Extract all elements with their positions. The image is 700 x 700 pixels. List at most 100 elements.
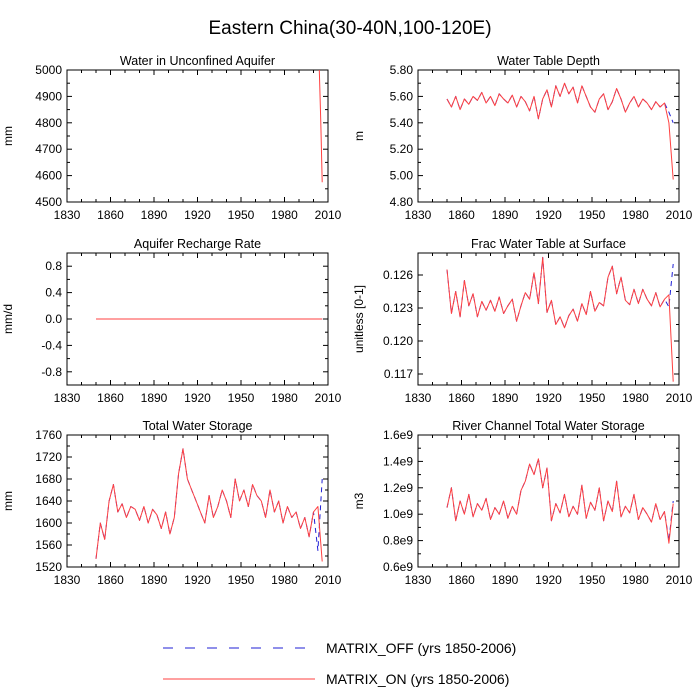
y-tick-label: 0.6e9 [383, 560, 413, 574]
x-tick-label: 2010 [315, 208, 342, 222]
panel-4: Frac Water Table at Surface unitless [0-1… [352, 237, 693, 405]
y-tick-label: 1640 [35, 494, 62, 508]
panel-5: Total Water Storage mm 1830 1860 1890 1920 195… [1, 419, 342, 587]
x-tick-label: 1890 [141, 208, 168, 222]
y-tick-label: 0.8 [45, 259, 62, 273]
x-tick-label: 1860 [448, 573, 475, 587]
x-tick-label: 1890 [492, 208, 519, 222]
series-line-matrix-off [95, 448, 323, 559]
y-tick-label: 4800 [35, 116, 62, 130]
y-tick-label: 5.80 [390, 63, 414, 77]
x-tick-label: 1950 [228, 391, 255, 405]
x-tick-label: 1920 [535, 208, 562, 222]
y-tick-label: 1520 [35, 560, 62, 574]
y-tick-label: 5.40 [390, 116, 414, 130]
x-tick-label: 1950 [228, 573, 255, 587]
panel-3: Aquifer Recharge Rate mm/d 1830 1860 1890 192… [1, 237, 342, 405]
x-tick-label: 1830 [405, 573, 432, 587]
x-tick-label: 1920 [184, 573, 211, 587]
y-tick-label: 1560 [35, 538, 62, 552]
y-tick-label: 1680 [35, 472, 62, 486]
y-tick-label: 0.117 [384, 367, 413, 381]
y-tick-label: 4700 [35, 142, 62, 156]
x-tick-label: 1860 [448, 208, 475, 222]
y-tick-label: 5.20 [390, 142, 414, 156]
plot-frame [66, 434, 329, 568]
plot-frame [66, 69, 329, 203]
y-tick-label: 4900 [35, 89, 62, 103]
y-axis-label: mm/d [1, 304, 15, 334]
y-tick-label: 1.0e9 [383, 507, 413, 521]
y-tick-label: 5000 [35, 63, 62, 77]
x-tick-label: 1890 [492, 391, 519, 405]
panel-title: River Channel Total Water Storage [452, 419, 645, 433]
x-tick-label: 1830 [54, 208, 81, 222]
x-tick-label: 1920 [184, 391, 211, 405]
x-tick-label: 1830 [54, 573, 81, 587]
x-tick-label: 1890 [492, 573, 519, 587]
panel-title: Water in Unconfined Aquifer [120, 54, 275, 68]
x-tick-label: 1830 [54, 391, 81, 405]
legend-label: MATRIX_ON (yrs 1850-2006) [326, 671, 509, 687]
series-line-matrix-on [318, 69, 323, 183]
plot-frame [417, 434, 680, 568]
series-line-matrix-off [446, 82, 674, 123]
x-tick-label: 1920 [535, 573, 562, 587]
y-tick-label: 1720 [35, 450, 62, 464]
y-tick-label: 1.4e9 [383, 454, 413, 468]
panels: Water in Unconfined Aquifer mm 1830 1860 189… [1, 54, 693, 587]
y-tick-label: 0.8e9 [383, 534, 413, 548]
y-axis-label: mm [1, 491, 15, 511]
y-tick-label: 0.120 [383, 334, 413, 348]
panel-6: River Channel Total Water Storage m3 1830 1… [352, 419, 693, 587]
y-tick-label: 0.126 [383, 268, 413, 282]
panel-title: Total Water Storage [142, 419, 252, 433]
series-line-matrix-on [446, 458, 674, 544]
y-tick-label: 0.0 [45, 312, 62, 326]
y-tick-label: 1.6e9 [383, 428, 413, 442]
panel-2: Water Table Depth m 1830 1860 1890 1920 1950 19… [352, 54, 693, 222]
panel-title: Water Table Depth [497, 54, 600, 68]
y-tick-label: 1.2e9 [383, 481, 413, 495]
y-axis-label: m [352, 131, 366, 141]
series-line-matrix-off [446, 458, 674, 542]
x-tick-label: 2010 [666, 208, 693, 222]
panel-1: Water in Unconfined Aquifer mm 1830 1860 189… [1, 54, 342, 222]
x-tick-label: 1860 [97, 573, 124, 587]
y-tick-label: 1760 [35, 428, 62, 442]
x-tick-label: 1980 [271, 208, 298, 222]
x-tick-label: 1860 [97, 391, 124, 405]
x-tick-label: 1980 [622, 391, 649, 405]
x-tick-label: 1830 [405, 391, 432, 405]
x-tick-label: 1980 [622, 573, 649, 587]
figure-title: Eastern China(30-40N,100-120E) [208, 18, 491, 39]
series-line-matrix-on [95, 448, 323, 562]
x-tick-label: 1920 [535, 391, 562, 405]
x-tick-label: 1950 [579, 573, 606, 587]
y-tick-label: 1600 [35, 516, 62, 530]
y-tick-label: -0.4 [41, 338, 62, 352]
series-line-matrix-on [446, 256, 674, 382]
x-tick-label: 1980 [271, 391, 298, 405]
x-tick-label: 1980 [622, 208, 649, 222]
x-tick-label: 1950 [579, 208, 606, 222]
x-tick-label: 1950 [228, 208, 255, 222]
x-tick-label: 1860 [448, 391, 475, 405]
x-tick-label: 1860 [97, 208, 124, 222]
panel-title: Aquifer Recharge Rate [134, 237, 261, 251]
x-tick-label: 1920 [184, 208, 211, 222]
y-axis-label: m3 [352, 492, 366, 509]
x-tick-label: 1950 [579, 391, 606, 405]
legend-label: MATRIX_OFF (yrs 1850-2006) [326, 640, 516, 656]
y-tick-label: 4500 [35, 195, 62, 209]
y-axis-label: mm [1, 126, 15, 146]
x-tick-label: 2010 [666, 573, 693, 587]
x-tick-label: 1890 [141, 573, 168, 587]
y-tick-label: 4600 [35, 169, 62, 183]
x-tick-label: 1830 [405, 208, 432, 222]
y-tick-label: -0.8 [41, 365, 62, 379]
y-tick-label: 0.4 [45, 286, 62, 300]
y-tick-label: 0.123 [383, 301, 413, 315]
y-tick-label: 5.00 [390, 169, 414, 183]
y-axis-label: unitless [0-1] [352, 285, 366, 353]
